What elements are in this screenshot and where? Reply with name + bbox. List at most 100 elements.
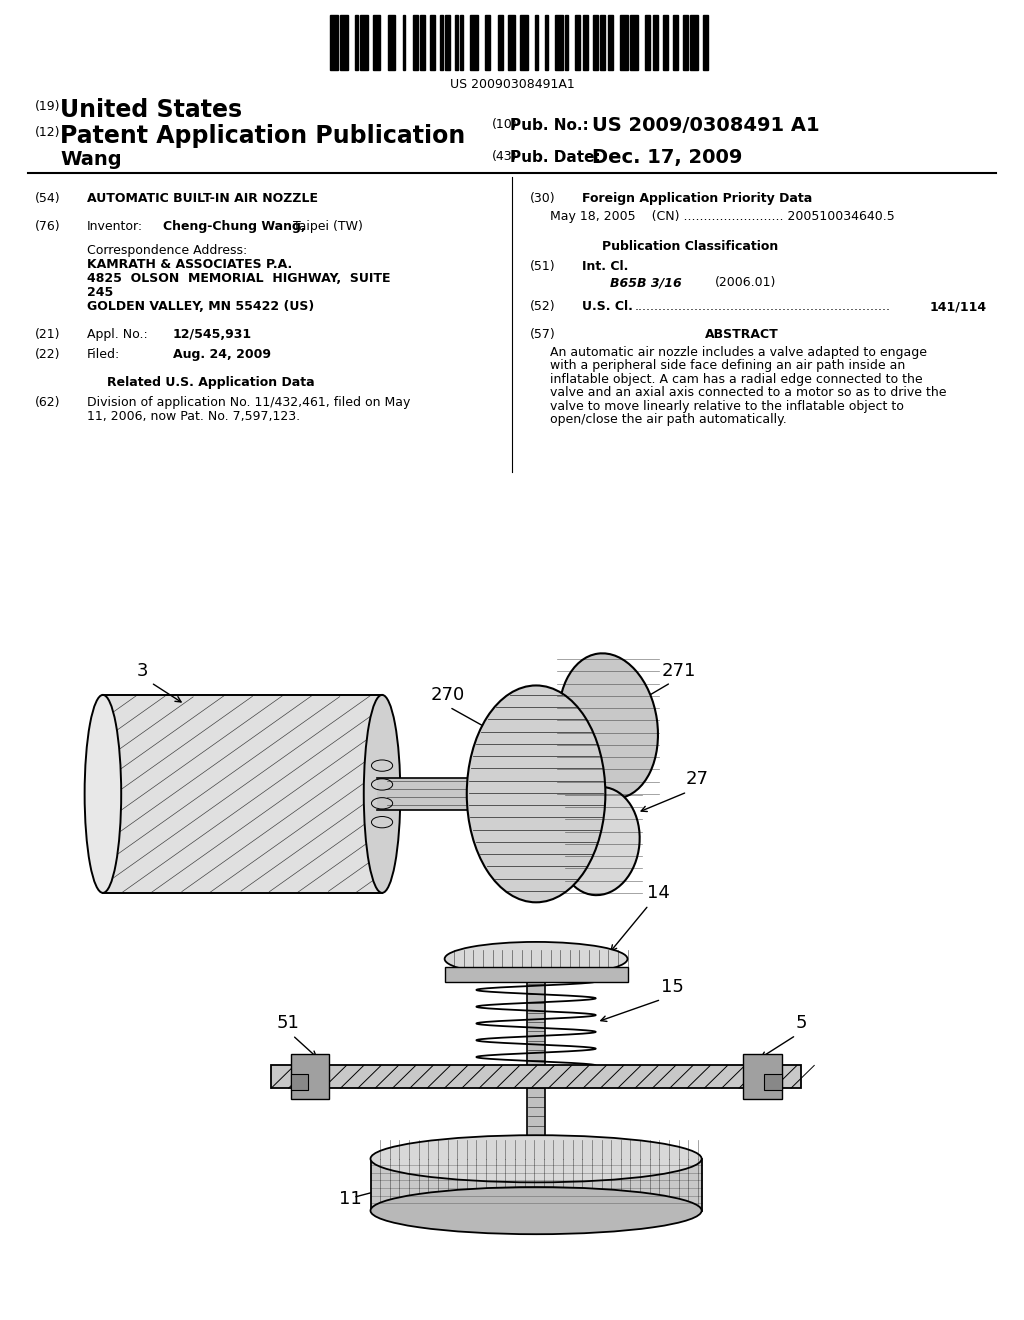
- Text: (19): (19): [35, 100, 60, 114]
- Bar: [508, 15, 515, 70]
- Polygon shape: [764, 1074, 781, 1090]
- Text: (52): (52): [530, 300, 556, 313]
- Bar: [402, 15, 406, 70]
- Bar: [330, 15, 338, 70]
- Text: 4825  OLSON  MEMORIAL  HIGHWAY,  SUITE: 4825 OLSON MEMORIAL HIGHWAY, SUITE: [87, 272, 390, 285]
- Text: (2006.01): (2006.01): [715, 276, 776, 289]
- Text: Wang: Wang: [60, 150, 122, 169]
- Bar: [440, 15, 442, 70]
- Bar: [673, 15, 678, 70]
- Text: 11, 2006, now Pat. No. 7,597,123.: 11, 2006, now Pat. No. 7,597,123.: [87, 411, 300, 422]
- Text: (57): (57): [530, 327, 556, 341]
- Text: Related U.S. Application Data: Related U.S. Application Data: [106, 376, 314, 389]
- Text: Patent Application Publication: Patent Application Publication: [60, 124, 465, 148]
- Ellipse shape: [364, 694, 400, 892]
- Ellipse shape: [558, 787, 640, 895]
- Bar: [485, 15, 490, 70]
- Bar: [690, 15, 697, 70]
- Text: May 18, 2005    (CN) ......................... 200510034640.5: May 18, 2005 (CN) ......................…: [550, 210, 895, 223]
- Bar: [387, 15, 395, 70]
- Text: Pub. No.:: Pub. No.:: [510, 117, 589, 133]
- Bar: [630, 15, 638, 70]
- Text: Aug. 24, 2009: Aug. 24, 2009: [173, 348, 271, 360]
- Ellipse shape: [558, 653, 658, 799]
- Polygon shape: [743, 1055, 781, 1100]
- Polygon shape: [444, 968, 628, 982]
- Text: Division of application No. 11/432,461, filed on May: Division of application No. 11/432,461, …: [87, 396, 411, 409]
- Text: US 2009/0308491 A1: US 2009/0308491 A1: [592, 116, 819, 135]
- Text: Appl. No.:: Appl. No.:: [87, 327, 147, 341]
- Text: US 20090308491A1: US 20090308491A1: [450, 78, 574, 91]
- Text: (54): (54): [35, 191, 60, 205]
- Polygon shape: [527, 958, 545, 1210]
- Text: (30): (30): [530, 191, 556, 205]
- Text: 14: 14: [647, 883, 670, 902]
- Bar: [355, 15, 357, 70]
- Ellipse shape: [371, 1135, 701, 1183]
- Bar: [498, 15, 503, 70]
- Text: 15: 15: [662, 978, 684, 995]
- Ellipse shape: [85, 694, 121, 892]
- Bar: [663, 15, 668, 70]
- Bar: [360, 15, 368, 70]
- Text: U.S. Cl.: U.S. Cl.: [582, 300, 633, 313]
- Text: 270: 270: [430, 685, 465, 704]
- Text: inflatable object. A cam has a radial edge connected to the: inflatable object. A cam has a radial ed…: [550, 374, 923, 385]
- Text: Foreign Application Priority Data: Foreign Application Priority Data: [582, 191, 812, 205]
- Bar: [445, 15, 450, 70]
- Bar: [535, 15, 538, 70]
- Ellipse shape: [467, 685, 605, 903]
- Bar: [583, 15, 588, 70]
- Ellipse shape: [444, 942, 628, 975]
- Text: (43): (43): [492, 150, 517, 162]
- Text: 12: 12: [680, 1191, 703, 1208]
- Ellipse shape: [371, 1187, 701, 1234]
- Bar: [413, 15, 418, 70]
- Bar: [620, 15, 628, 70]
- Polygon shape: [291, 1055, 329, 1100]
- Text: valve and an axial axis connected to a motor so as to drive the: valve and an axial axis connected to a m…: [550, 387, 946, 400]
- Bar: [652, 15, 657, 70]
- Text: 271: 271: [662, 663, 695, 680]
- Bar: [607, 15, 612, 70]
- Polygon shape: [271, 1065, 801, 1088]
- Text: with a peripheral side face defining an air path inside an: with a peripheral side face defining an …: [550, 359, 905, 372]
- Text: 141/114: 141/114: [930, 300, 987, 313]
- Text: United States: United States: [60, 98, 242, 121]
- Bar: [702, 15, 708, 70]
- Text: An automatic air nozzle includes a valve adapted to engage: An automatic air nozzle includes a valve…: [550, 346, 927, 359]
- Text: Cheng-Chung Wang,: Cheng-Chung Wang,: [163, 220, 305, 234]
- Text: 27: 27: [685, 771, 709, 788]
- Text: (10): (10): [492, 117, 517, 131]
- Bar: [340, 15, 347, 70]
- Text: GOLDEN VALLEY, MN 55422 (US): GOLDEN VALLEY, MN 55422 (US): [87, 300, 314, 313]
- Bar: [683, 15, 687, 70]
- Text: 51: 51: [276, 1014, 299, 1032]
- Text: valve to move linearly relative to the inflatable object to: valve to move linearly relative to the i…: [550, 400, 904, 413]
- Text: Publication Classification: Publication Classification: [602, 240, 778, 253]
- Bar: [555, 15, 562, 70]
- Bar: [420, 15, 425, 70]
- Bar: [565, 15, 567, 70]
- Text: B65B 3/16: B65B 3/16: [610, 276, 682, 289]
- Text: Dec. 17, 2009: Dec. 17, 2009: [592, 148, 742, 168]
- Text: (51): (51): [530, 260, 556, 273]
- Bar: [593, 15, 597, 70]
- Bar: [645, 15, 650, 70]
- Text: (62): (62): [35, 396, 60, 409]
- Text: ABSTRACT: ABSTRACT: [705, 327, 778, 341]
- Bar: [373, 15, 380, 70]
- Bar: [470, 15, 477, 70]
- Text: 11: 11: [339, 1191, 361, 1208]
- Text: Int. Cl.: Int. Cl.: [582, 260, 629, 273]
- Polygon shape: [103, 694, 382, 892]
- Bar: [460, 15, 463, 70]
- Text: (22): (22): [35, 348, 60, 360]
- Text: 245: 245: [87, 286, 114, 300]
- Bar: [430, 15, 435, 70]
- Bar: [455, 15, 458, 70]
- Text: 12/545,931: 12/545,931: [173, 327, 252, 341]
- Text: (12): (12): [35, 125, 60, 139]
- Text: KAMRATH & ASSOCIATES P.A.: KAMRATH & ASSOCIATES P.A.: [87, 257, 292, 271]
- Text: Correspondence Address:: Correspondence Address:: [87, 244, 247, 257]
